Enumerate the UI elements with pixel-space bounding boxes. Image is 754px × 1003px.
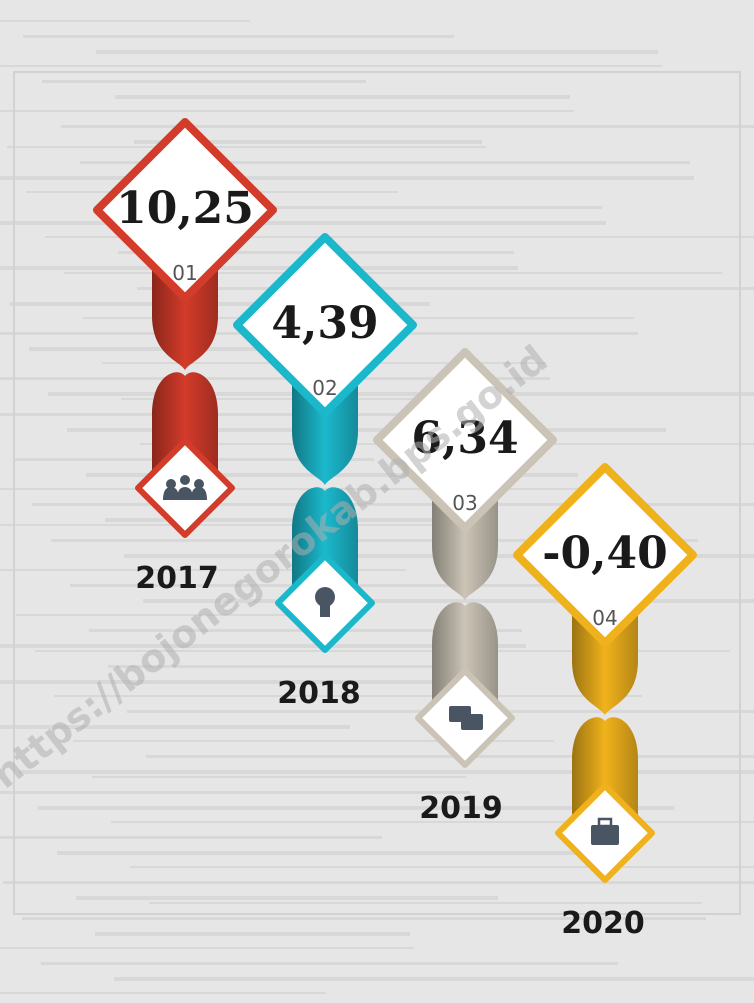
texture-line [0, 524, 494, 526]
ribbon-shade [292, 365, 358, 590]
texture-line [0, 65, 662, 67]
value: 10,25 [116, 183, 254, 234]
icon-part [320, 605, 330, 617]
texture-line [146, 755, 754, 758]
texture-line [51, 539, 698, 542]
texture-line [0, 569, 406, 571]
ribbon-shade [432, 480, 498, 705]
texture-line [137, 287, 754, 290]
texture-line [35, 650, 730, 652]
value-diamond [513, 463, 697, 647]
item: 4,39 02 2018 [233, 233, 417, 711]
texture-line [54, 695, 642, 697]
texture-line [57, 851, 586, 855]
texture-line [22, 917, 706, 920]
frame [13, 71, 741, 915]
item-number: 02 [312, 376, 337, 400]
texture-line [10, 302, 430, 306]
texture-line [19, 770, 754, 774]
value-diamond [373, 348, 557, 532]
texture-line [0, 725, 350, 729]
texture-line [0, 992, 326, 994]
texture-line [0, 176, 694, 180]
texture-line [0, 413, 462, 416]
ribbon-shade [572, 595, 638, 820]
texture-line [38, 806, 674, 810]
items: 10,25 01 2017 4,39 02 2018 6,34 03 2019 -0,40 04 20… [93, 118, 697, 941]
texture-line [16, 614, 318, 616]
texture-line [149, 902, 702, 904]
icon-part [591, 825, 619, 845]
texture-line [64, 272, 722, 274]
texture-line [96, 50, 658, 54]
year: 2018 [277, 676, 361, 711]
value-diamond [93, 118, 277, 302]
texture-line [7, 146, 486, 148]
texture-line [61, 125, 754, 128]
texture-line [111, 821, 754, 823]
item-number: 03 [452, 491, 477, 515]
icon-part [166, 479, 176, 489]
icon-part [191, 487, 207, 500]
icon-part [597, 817, 613, 828]
icon-part [194, 479, 204, 489]
texture-line [99, 206, 602, 209]
texture-line [0, 680, 438, 684]
texture-line [115, 95, 570, 99]
value: 6,34 [411, 413, 518, 464]
value: 4,39 [271, 298, 378, 349]
ribbon-shade [152, 250, 218, 475]
texture-line [0, 947, 414, 949]
year: 2019 [419, 791, 503, 826]
icon-part [180, 475, 190, 485]
texture-line [0, 791, 470, 794]
texture-line [48, 392, 754, 396]
texture-line [0, 644, 526, 648]
texture-line [92, 776, 466, 778]
year: 2017 [135, 561, 219, 596]
item: -0,40 04 2020 [513, 463, 697, 941]
texture-line [80, 161, 690, 164]
texture-line [95, 932, 410, 936]
texture-line [114, 977, 754, 981]
texture-line [130, 866, 754, 868]
texture-line [0, 20, 250, 22]
year: 2020 [561, 906, 645, 941]
texture-line [0, 221, 606, 225]
texture-line [0, 266, 518, 270]
texture-line [41, 962, 618, 965]
icon-part [177, 487, 193, 500]
value-diamond [233, 233, 417, 417]
item: 6,34 03 2019 [373, 348, 557, 826]
texture-line [0, 377, 550, 380]
texture-line [42, 80, 366, 83]
texture-line [121, 398, 458, 400]
texture-line [143, 599, 754, 603]
icon-part [461, 714, 483, 730]
item-number: 04 [592, 606, 617, 630]
icon-part [315, 587, 335, 607]
item: 10,25 01 2017 [93, 118, 277, 596]
texture-line [32, 503, 754, 506]
icon-part [163, 487, 179, 500]
texture-line [45, 236, 754, 238]
value: -0,40 [542, 528, 667, 579]
texture-line [73, 740, 554, 742]
texture-line [76, 896, 498, 900]
texture-line [0, 488, 582, 490]
texture-line [0, 110, 574, 112]
texture-line [0, 836, 382, 839]
texture-line [134, 140, 482, 144]
texture-line [108, 665, 434, 668]
texture-line [3, 881, 754, 884]
texture-line [67, 428, 666, 432]
item-number: 01 [172, 261, 197, 285]
texture-line [23, 35, 454, 38]
